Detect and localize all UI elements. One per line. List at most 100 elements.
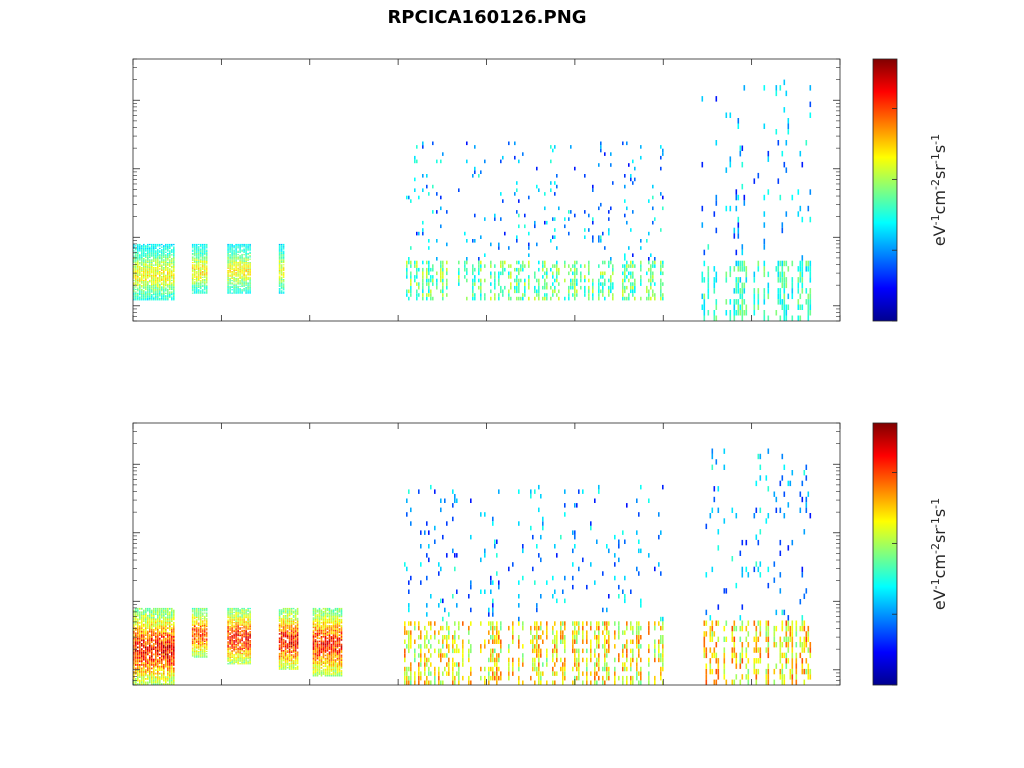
spectrogram-cell xyxy=(159,294,161,296)
spectrogram-cell xyxy=(570,145,572,149)
spectrogram-cell xyxy=(195,636,198,638)
spectrogram-cell xyxy=(173,655,175,657)
spectrogram-cell xyxy=(229,632,231,634)
spectrogram-cell xyxy=(193,268,196,270)
spectrogram-cell xyxy=(135,616,137,619)
spectrogram-cell xyxy=(145,288,147,291)
spectrogram-cell xyxy=(807,205,810,212)
spectrogram-cell xyxy=(171,261,173,264)
spectrogram-cell xyxy=(294,662,297,665)
spectrogram-cell xyxy=(280,658,283,660)
spectrogram-cell xyxy=(159,245,161,247)
spectrogram-cell xyxy=(201,636,204,638)
spectrogram-cell xyxy=(227,631,229,633)
spectrogram-cell xyxy=(785,282,788,289)
spectrogram-cell xyxy=(173,627,175,629)
spectrogram-cell xyxy=(147,261,149,264)
spectrogram-cell xyxy=(233,641,235,643)
spectrogram-cell xyxy=(498,246,500,250)
spectrogram-cell xyxy=(237,282,239,284)
spectrogram-cell xyxy=(278,668,281,670)
spectrogram-cell xyxy=(608,228,610,232)
spectrogram-cell xyxy=(199,272,202,274)
spectrogram-cell xyxy=(243,633,245,635)
spectrogram-cell xyxy=(241,267,243,269)
spectrogram-cell xyxy=(163,256,165,259)
spectrogram-cell xyxy=(205,645,208,647)
spectrogram-cell xyxy=(247,289,249,291)
spectrogram-cell xyxy=(296,643,299,645)
spectrogram-cell xyxy=(612,267,614,272)
spectrogram-cell xyxy=(296,668,299,670)
spectrogram-cell xyxy=(245,645,247,647)
spectrogram-cell xyxy=(416,289,418,294)
spectrogram-cell xyxy=(241,277,243,279)
spectrogram-cell xyxy=(145,627,147,629)
spectrogram-cell xyxy=(282,255,285,257)
spectrogram-cell xyxy=(141,676,143,678)
spectrogram-cell xyxy=(143,637,145,640)
spectrogram-cell xyxy=(282,276,285,278)
spectrogram-cell xyxy=(141,611,143,614)
spectrogram-cell xyxy=(201,610,204,612)
spectrogram-cell xyxy=(137,250,139,252)
spectrogram-cell xyxy=(284,660,287,662)
spectrogram-cell xyxy=(280,253,283,255)
spectrogram-cell xyxy=(173,264,175,266)
spectrogram-cell xyxy=(544,293,546,297)
spectrogram-cell xyxy=(235,637,237,639)
spectrogram-cell xyxy=(195,258,198,260)
spectrogram-cell xyxy=(245,627,247,629)
spectrogram-cell xyxy=(282,250,285,252)
spectrogram-cell xyxy=(203,249,206,251)
spectrogram-cell xyxy=(416,145,418,149)
spectrogram-cell xyxy=(143,295,145,297)
spectrogram-cell xyxy=(290,623,293,625)
spectrogram-cell xyxy=(141,270,143,273)
spectrogram-cell xyxy=(318,664,321,666)
spectrogram-cell xyxy=(737,310,740,316)
spectrogram-cell xyxy=(203,656,206,658)
spectrogram-cell xyxy=(233,277,235,279)
spectrogram-cell xyxy=(314,668,317,671)
spectrogram-cell xyxy=(241,291,243,293)
spectrogram-cell xyxy=(227,275,229,277)
spectrogram-cell xyxy=(245,628,247,630)
spectrogram-cell xyxy=(576,267,578,272)
spectrogram-cell xyxy=(282,655,285,658)
spectrogram-cell xyxy=(239,642,241,644)
spectrogram-cell xyxy=(195,257,198,259)
spectrogram-cell xyxy=(199,646,202,648)
spectrogram-cell xyxy=(199,607,202,609)
spectrogram-cell xyxy=(245,255,247,257)
spectrogram-cell xyxy=(231,268,233,270)
spectrogram-cell xyxy=(588,293,590,297)
spectrogram-cell xyxy=(203,653,206,655)
spectrogram-cell xyxy=(588,278,590,283)
spectrogram-cell xyxy=(203,285,206,287)
spectrogram-cell xyxy=(161,636,163,638)
spectrogram-cell xyxy=(199,260,202,262)
spectrogram-cell xyxy=(282,291,285,293)
spectrogram-cell xyxy=(292,623,295,625)
spectrogram-cell xyxy=(133,660,135,663)
spectrogram-cell xyxy=(278,282,281,284)
spectrogram-cell xyxy=(167,290,169,292)
spectrogram-cell xyxy=(199,648,202,650)
spectrogram-cell xyxy=(203,271,206,273)
spectrogram-cell xyxy=(193,655,196,657)
spectrogram-cell xyxy=(199,644,202,646)
spectrogram-cell xyxy=(143,650,145,652)
spectrogram-cell xyxy=(163,264,165,266)
spectrogram-cell xyxy=(201,282,204,284)
spectrogram-cell xyxy=(163,263,165,265)
spectrogram-cell xyxy=(280,661,283,663)
spectrogram-cell xyxy=(432,282,434,286)
spectrogram-cell xyxy=(316,631,319,633)
spectrogram-cell xyxy=(205,291,208,293)
spectrogram-cell xyxy=(163,676,165,678)
spectrogram-cell xyxy=(278,660,281,662)
spectrogram-cell xyxy=(239,250,241,252)
spectrogram-cell xyxy=(199,259,202,261)
spectrogram-cell xyxy=(153,630,155,633)
